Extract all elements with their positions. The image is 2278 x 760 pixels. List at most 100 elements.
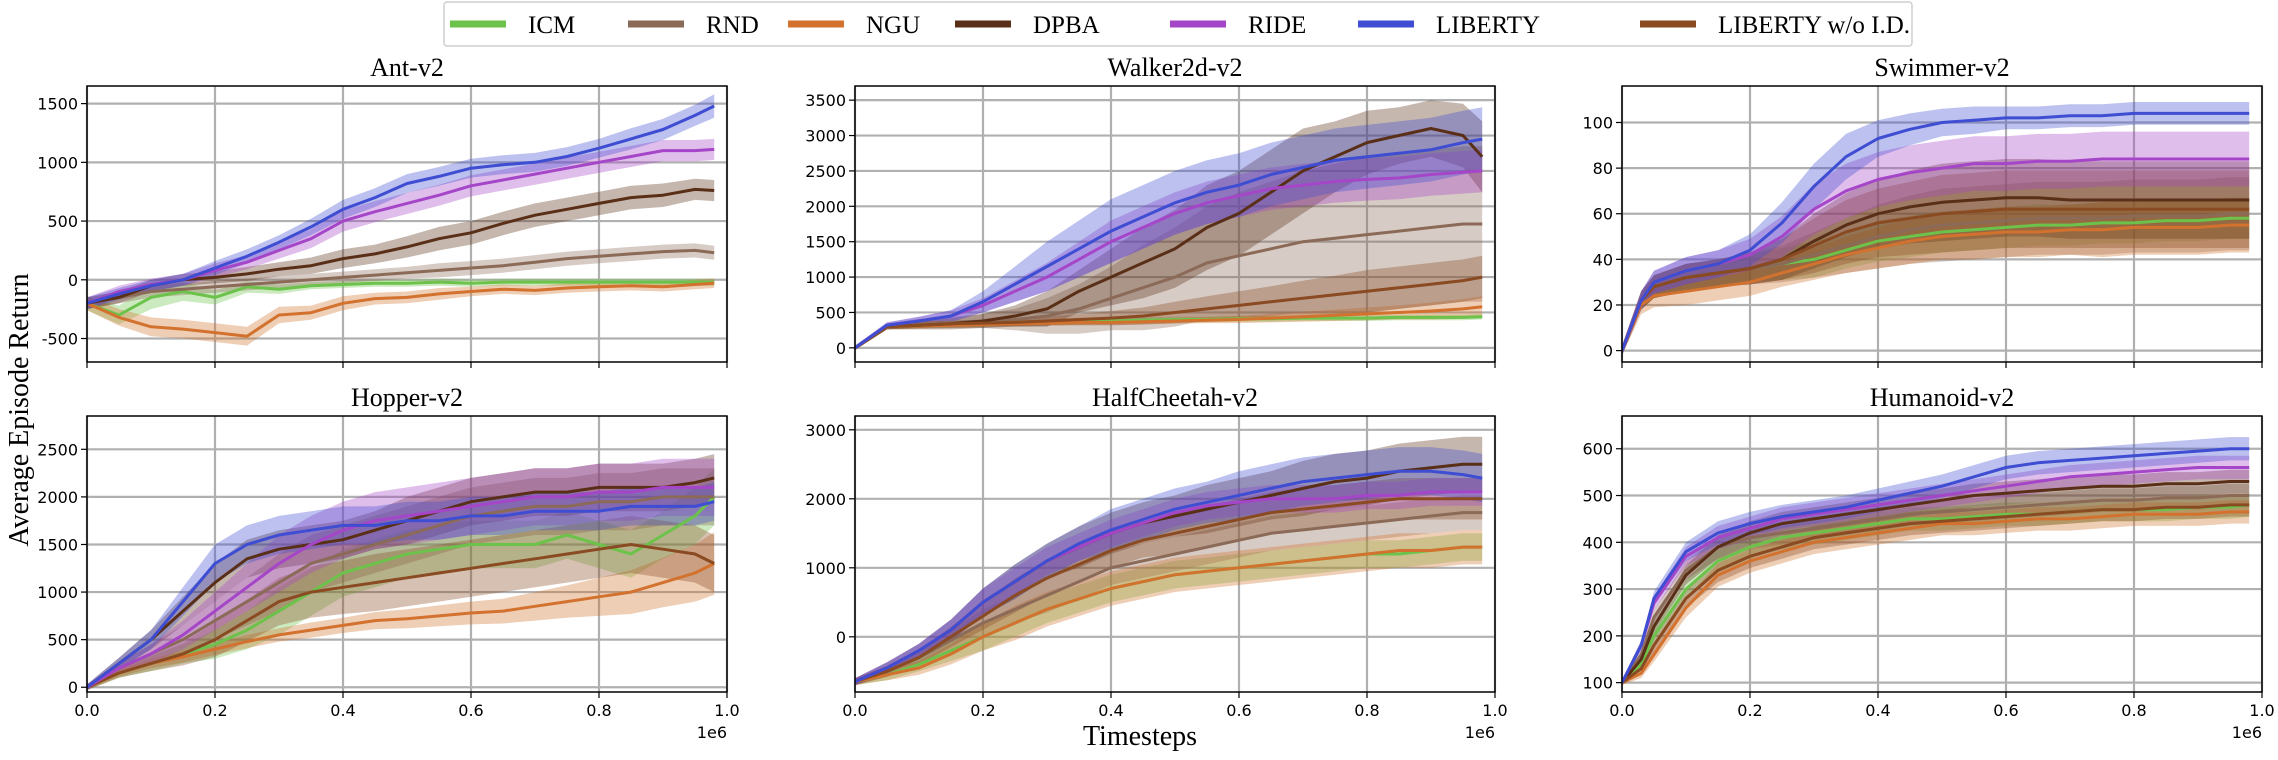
y-tick-label: 1000 [805,268,846,287]
series-line [87,485,715,689]
y-tick-label: 2500 [805,162,846,181]
x-tick-label: 1.0 [1482,701,1507,720]
y-tick-label: 20 [1593,296,1613,315]
chart-panel: 0.0 0.2 0.4 0.6 0.8 1.0 1e6 0 1000 2000 3000 HalfCh… [805,383,1507,742]
chart-title: Ant-v2 [370,53,444,82]
series-band [855,495,1483,686]
y-tick-label: 0 [68,678,78,697]
series-line [855,275,1483,350]
series-line [1622,466,2250,684]
plot-area [87,94,715,346]
y-tick-label: 0 [836,339,846,358]
y-tick-label: 1000 [37,583,78,602]
series-band [1622,197,2250,356]
legend-label: ICM [528,12,575,39]
legend-label: LIBERTY w/o I.D. [1718,12,1910,39]
series-band [1622,455,2250,685]
panels: -500050010001500Ant-v2050010001500200025… [37,53,2274,742]
series-band [855,255,1483,350]
series-band [855,533,1483,686]
legend-label: RIDE [1248,12,1306,39]
y-tick-label: 3000 [805,127,846,146]
legend-label: RND [706,12,759,39]
y-tick-label: 500 [1582,487,1613,506]
x-tick-label: 0.0 [842,701,867,720]
series-band [855,529,1483,686]
series-line [87,280,715,317]
axes-frame [1621,415,2263,693]
x-tick-label: 0.0 [1609,701,1634,720]
legend-label: NGU [866,12,920,39]
x-tick-label: 0.4 [1098,701,1123,720]
y-tick-label: 1000 [805,559,846,578]
series-line [1622,503,2250,684]
y-tick-label: 100 [1582,113,1613,132]
y-tick-label: 0 [836,628,846,647]
y-tick-label: 0 [1603,342,1613,361]
y-tick-label: 100 [1582,674,1613,693]
x-tick-label: 0.2 [970,701,995,720]
series-band [87,278,715,325]
y-axis-label: Average Episode Return [4,273,35,546]
plot-area [1622,437,2250,685]
series-line [87,104,715,305]
series-band [1622,493,2250,685]
y-tick-label: 2000 [37,488,78,507]
chart-title: Hopper-v2 [351,383,463,412]
series-band [87,482,715,691]
series-line [855,545,1483,684]
series-line [1622,447,2250,684]
series-line [87,495,715,689]
y-tick-label: 3500 [805,91,846,110]
legend-label: LIBERTY [1436,12,1540,39]
axes-frame [854,85,1496,363]
y-tick-label: 200 [1582,627,1613,646]
plot-area [87,454,716,691]
chart-panel: 0.0 0.2 0.4 0.6 0.8 1.0 1e6 0 500 1000 1500 2000 250… [37,383,739,742]
y-tick-label: 80 [1593,159,1613,178]
axes-frame [854,415,1496,693]
y-tick-label: 40 [1593,250,1613,269]
series-band [87,278,715,346]
chart-panel: -500 0 500 1000 1500 Ant-v2 [37,53,729,368]
series-line [87,562,715,689]
axes-frame [86,415,728,693]
series-band [855,146,1483,350]
y-tick-label: 300 [1582,580,1613,599]
legend-label: DPBA [1033,12,1100,39]
x-tick-label: 0.6 [1226,701,1251,720]
chart-title: Humanoid-v2 [1870,383,2014,412]
series-band [87,454,715,691]
y-tick-label: 1000 [37,153,78,172]
series-line [1622,207,2250,352]
plot-area [855,100,1484,350]
chart-panel: 0 500 1000 1500 2000 2500 3000 3500 Walker2d-v2 [805,53,1497,368]
series-line [1622,111,2250,352]
series-line [87,281,715,338]
axes-frame [1621,85,2263,363]
y-tick-label: 0 [68,271,78,290]
series-band [855,296,1483,350]
x-tick-label: 0.8 [586,701,611,720]
series-line [1622,223,2250,352]
x-scale-label: 1e6 [2232,723,2262,742]
plot-area [1622,102,2250,356]
y-tick-label: 600 [1582,440,1613,459]
x-tick-label: 0.6 [458,701,483,720]
series-band [87,94,715,310]
y-tick-label: 2000 [805,490,846,509]
y-tick-label: 1500 [37,95,78,114]
y-tick-label: 2500 [37,440,78,459]
series-line [1622,510,2250,684]
y-tick-label: 1500 [37,535,78,554]
y-tick-label: 500 [815,303,846,322]
series-band [1622,177,2250,356]
axes-frame [86,85,728,363]
chart-panel: 0.0 0.2 0.4 0.6 0.8 1.0 1e6 100 200 300 400 500 600 H… [1582,383,2274,742]
y-tick-label: 500 [47,631,78,650]
series-band [1622,170,2250,356]
series-line [855,511,1483,684]
series-band [87,458,715,691]
